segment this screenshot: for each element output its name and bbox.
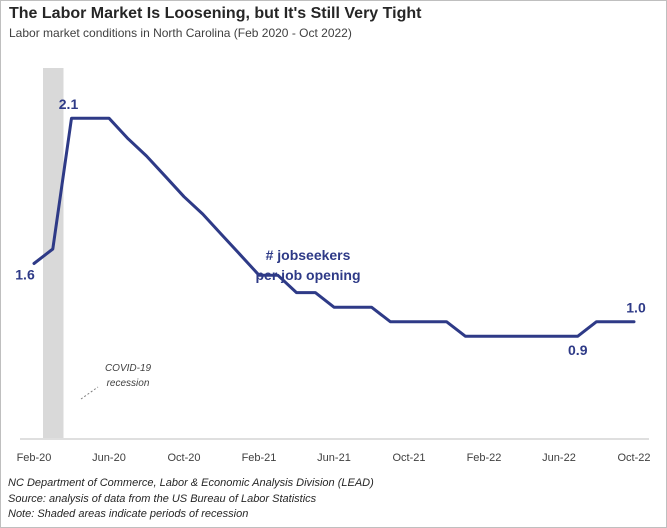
series-label-line1: # jobseekers [266,247,351,263]
recession-label-line2: recession [107,378,150,389]
data-label: 1.6 [15,267,35,283]
data-label: 2.1 [59,96,79,112]
x-tick-label: Jun-21 [317,452,351,464]
chart-subtitle: Labor market conditions in North Carolin… [9,26,352,40]
x-tick-label: Oct-22 [617,452,650,464]
x-tick-label: Oct-21 [392,452,425,464]
footnotes: NC Department of Commerce, Labor & Econo… [8,476,374,523]
footnote-source: Source: analysis of data from the US Bur… [8,492,317,505]
chart-title: The Labor Market Is Loosening, but It's … [9,5,422,22]
x-tick-label: Jun-20 [92,452,126,464]
x-tick-label: Feb-21 [242,452,277,464]
x-tick-label: Feb-20 [17,452,52,464]
data-label: 0.9 [568,342,588,358]
series-line [32,116,636,338]
footnote-agency: NC Department of Commerce, Labor & Econo… [8,477,374,489]
data-label: 1.0 [626,300,646,316]
footnote-note: Note: Shaded areas indicate periods of r… [8,508,249,520]
x-tick-label: Feb-22 [467,452,502,464]
recession-leader-line [80,386,99,400]
recession-band [43,68,64,438]
series-label-line2: per job opening [256,267,361,283]
recession-label-line1: COVID-19 [105,363,152,374]
x-tick-label: Jun-22 [542,452,576,464]
x-tick-label: Oct-20 [167,452,200,464]
